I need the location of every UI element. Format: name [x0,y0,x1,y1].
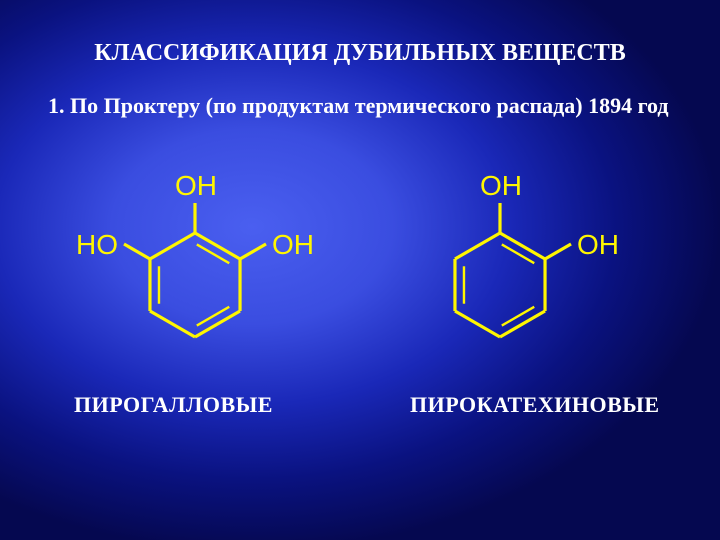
caption-pyrogallol: ПИРОГАЛЛОВЫЕ [74,392,273,418]
svg-text:HO: HO [76,229,118,260]
molecule-pyrogallol: OH OH HO [76,170,314,337]
svg-text:OH: OH [480,170,522,201]
svg-text:OH: OH [272,229,314,260]
molecule-area: OH OH HO OH OH [20,150,700,380]
subtitle-number: 1. [48,93,65,118]
slide-subtitle: 1. По Проктеру (по продуктам термическог… [48,92,680,120]
subtitle-text: По Проктеру (по продуктам термического р… [70,93,669,118]
svg-text:OH: OH [175,170,217,201]
molecules-svg: OH OH HO OH OH [20,150,700,380]
caption-catechol: ПИРОКАТЕХИНОВЫЕ [410,392,660,418]
molecule-catechol: OH OH [455,170,619,337]
slide-title: КЛАССИФИКАЦИЯ ДУБИЛЬНЫХ ВЕЩЕСТВ [0,40,720,67]
svg-text:OH: OH [577,229,619,260]
slide: КЛАССИФИКАЦИЯ ДУБИЛЬНЫХ ВЕЩЕСТВ 1. По Пр… [0,0,720,540]
